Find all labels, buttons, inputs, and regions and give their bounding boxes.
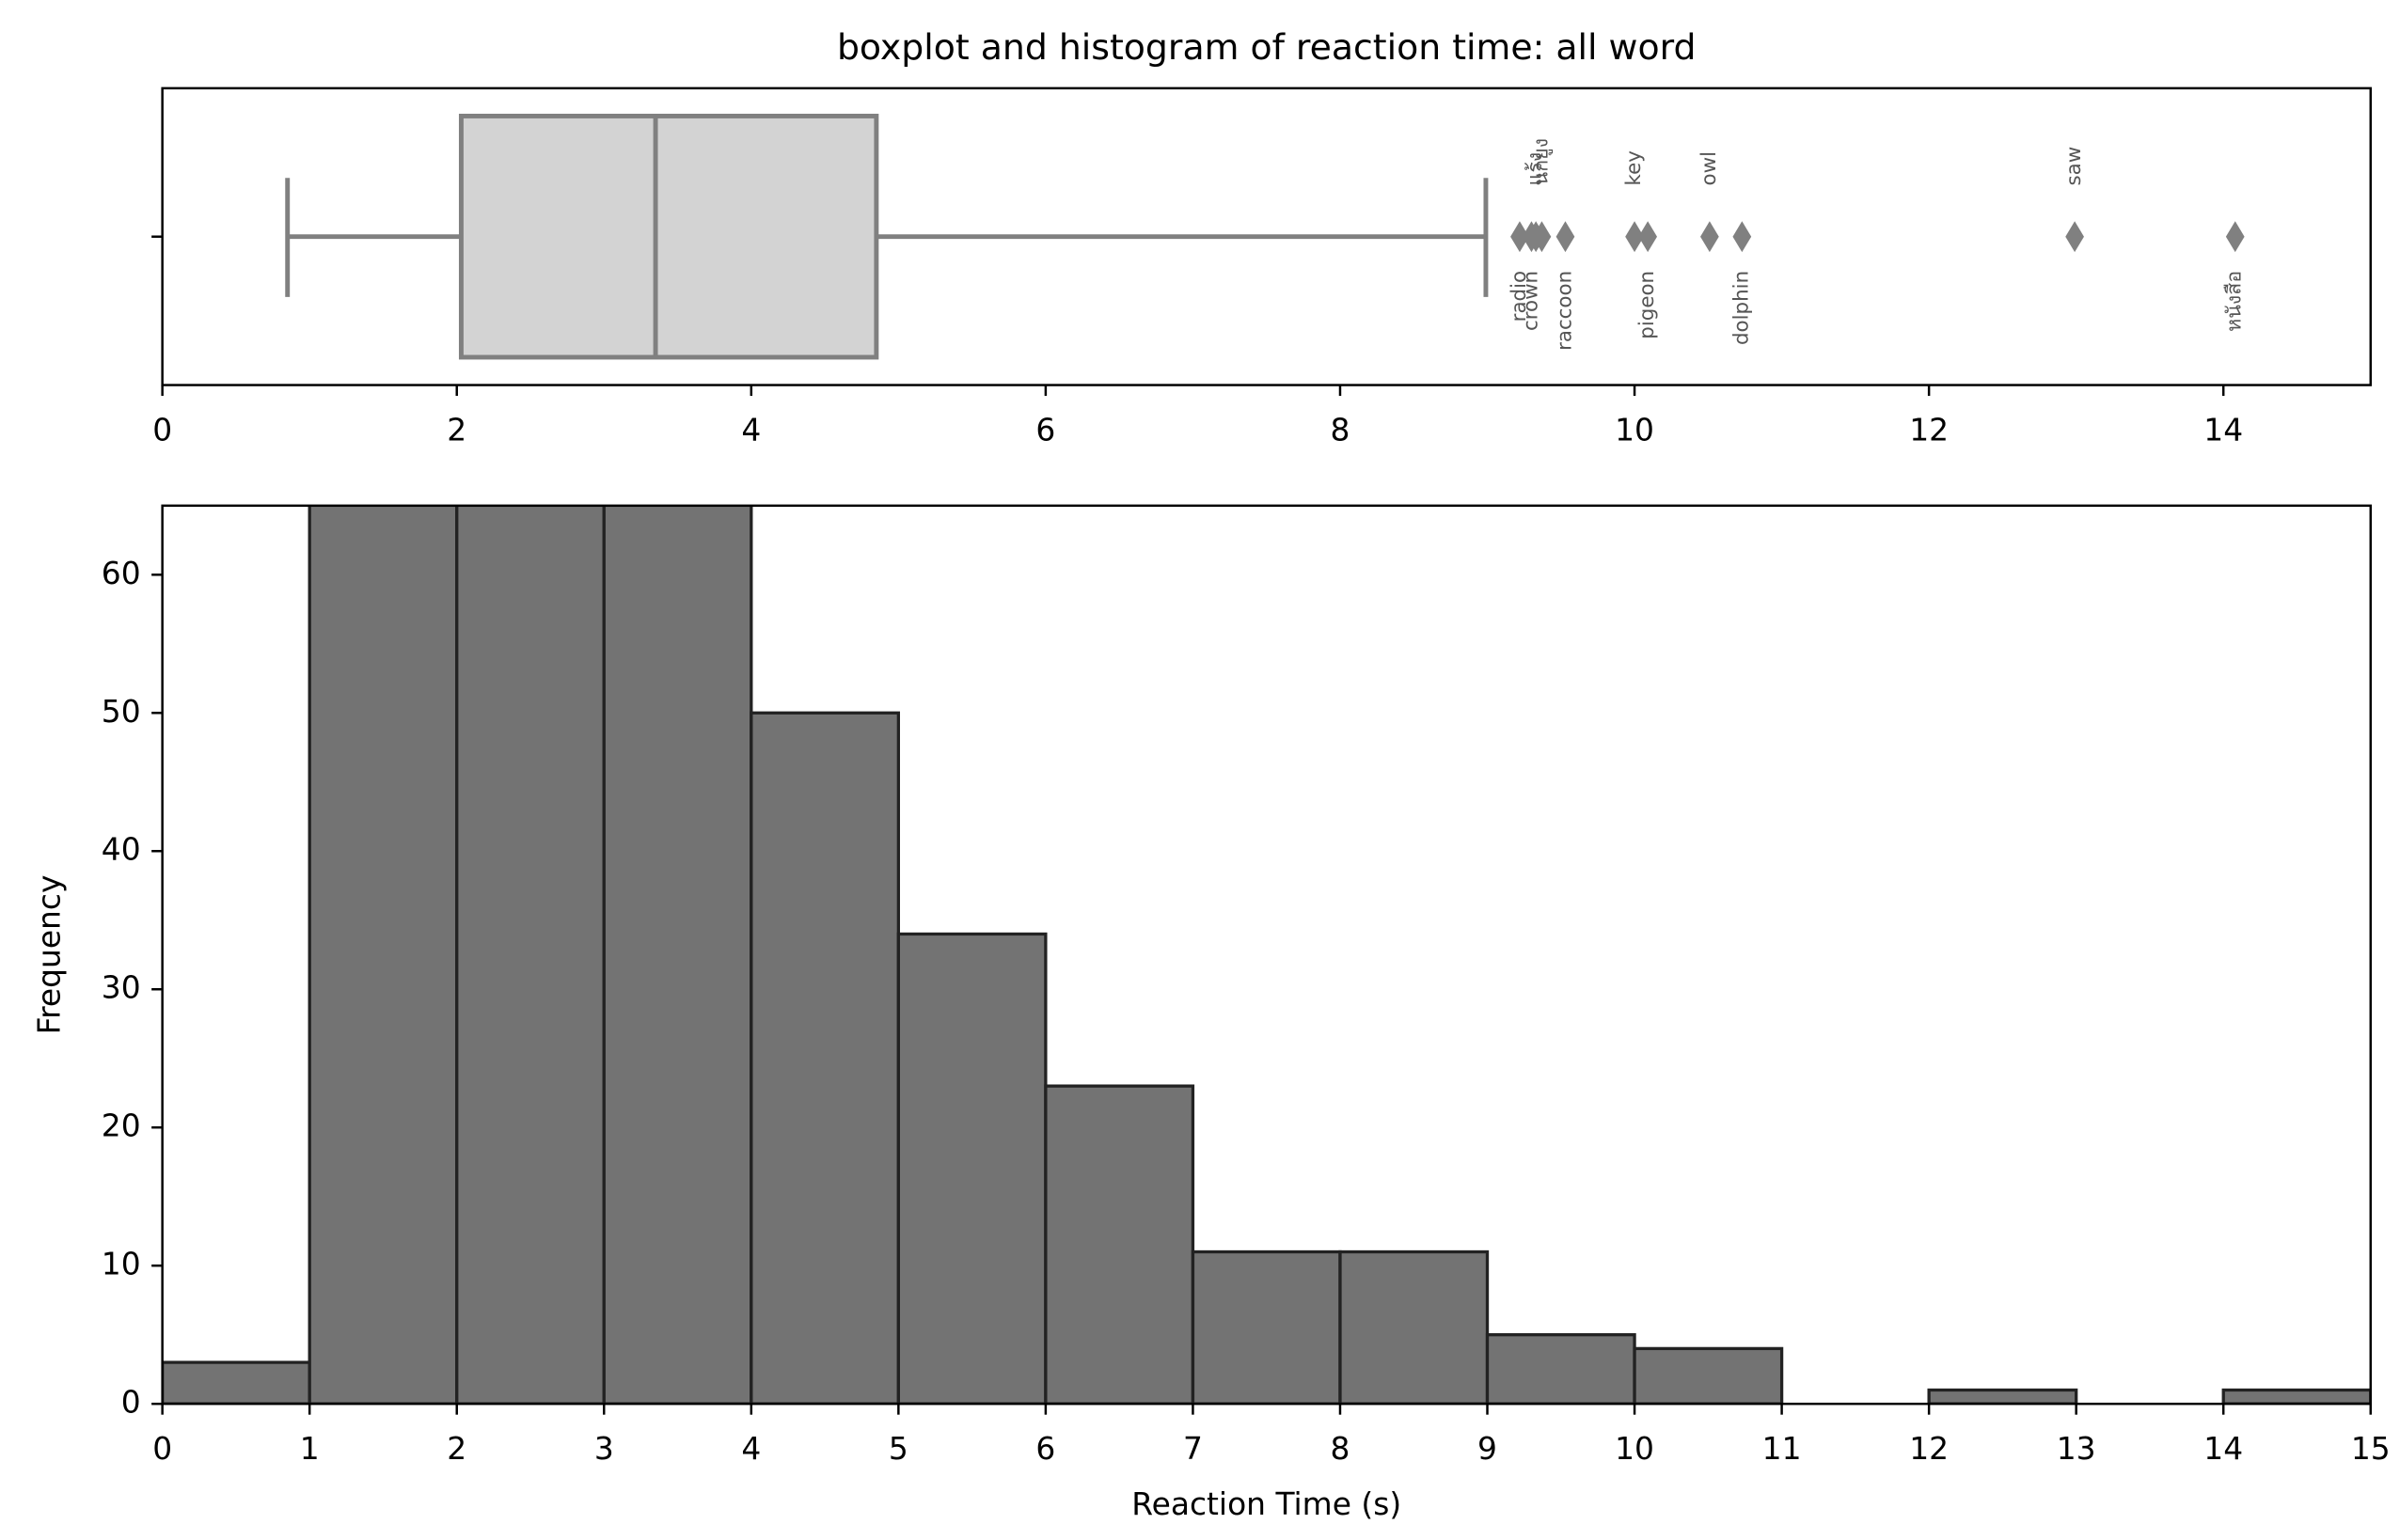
outlier-label: หนังสือ [2223,271,2247,332]
y-axis-label: Frequency [31,875,68,1035]
bar [1633,1346,1784,1405]
y-tick-label: 10 [102,1246,141,1282]
outlier-label: แร้ง [1524,152,1547,186]
x-tick-label: 12 [1909,411,1949,448]
x-tick-label: 7 [1183,1430,1203,1467]
bar [1338,1249,1490,1405]
bar [1485,1333,1636,1405]
chart-title: boxplot and histogram of reaction time: … [837,26,1697,68]
bar [162,1360,311,1405]
bar [896,932,1048,1405]
x-tick-label: 11 [1762,1430,1802,1467]
bar [455,505,606,1405]
outlier [1510,221,1529,253]
x-tick-label: 3 [594,1430,614,1467]
x-tick-label: 0 [152,411,172,448]
bars [162,505,2371,1405]
outlier [1732,221,1752,253]
outlier [1625,221,1644,253]
y-tick-label: 20 [102,1108,141,1144]
bar [1044,1084,1195,1405]
x-tick-label: 9 [1477,1430,1497,1467]
x-tick-label: 6 [1035,1430,1055,1467]
outlier-label: saw [2062,147,2086,186]
bar [1191,1249,1342,1405]
x-tick-label: 10 [1615,1430,1654,1467]
x-tick-label: 15 [2351,1430,2391,1467]
x-tick-label: 2 [447,1430,466,1467]
box [458,113,879,360]
axes-frame [161,504,2372,1406]
x-tick-label: 14 [2203,1430,2243,1467]
outlier-label: crown [1519,271,1542,331]
x-tick-label: 0 [152,1430,172,1467]
x-tick-label: 4 [741,1430,761,1467]
outlier-label: raccoon [1553,271,1576,351]
y-tick-label: 60 [102,555,141,591]
outlier [1700,221,1719,253]
y-tick-label: 30 [102,969,141,1006]
x-tick-label: 14 [2203,411,2243,448]
x-tick-label: 12 [1909,1430,1949,1467]
x-tick-label: 6 [1035,411,1055,448]
outlier-label: radio [1508,271,1531,322]
y-tick-label: 40 [102,831,141,868]
outlier-label: key [1622,150,1646,185]
y-tick-label: 50 [102,693,141,730]
x-tick-label: 8 [1331,411,1350,448]
bar [750,711,900,1405]
outlier-label: นกยูง [1529,138,1553,185]
bar [602,505,753,1405]
outlier [1638,221,1658,253]
outlier-label: owl [1697,151,1721,185]
x-tick-label: 13 [2057,1430,2096,1467]
outlier-label: pigeon [1635,271,1659,339]
x-tick-label: 5 [889,1430,908,1467]
outlier-label: dolphin [1729,271,1753,345]
bar [2221,1388,2371,1405]
x-tick-label: 4 [741,411,761,448]
x-tick-label: 1 [300,1430,320,1467]
y-tick-label: 0 [121,1384,141,1421]
x-tick-label: 2 [447,411,466,448]
x-tick-label: 8 [1331,1430,1350,1467]
bar [308,505,459,1405]
x-axis-label: Reaction Time (s) [1131,1485,1401,1522]
outlier [1555,221,1575,253]
x-tick-label: 10 [1615,411,1654,448]
bar [1927,1388,2078,1405]
